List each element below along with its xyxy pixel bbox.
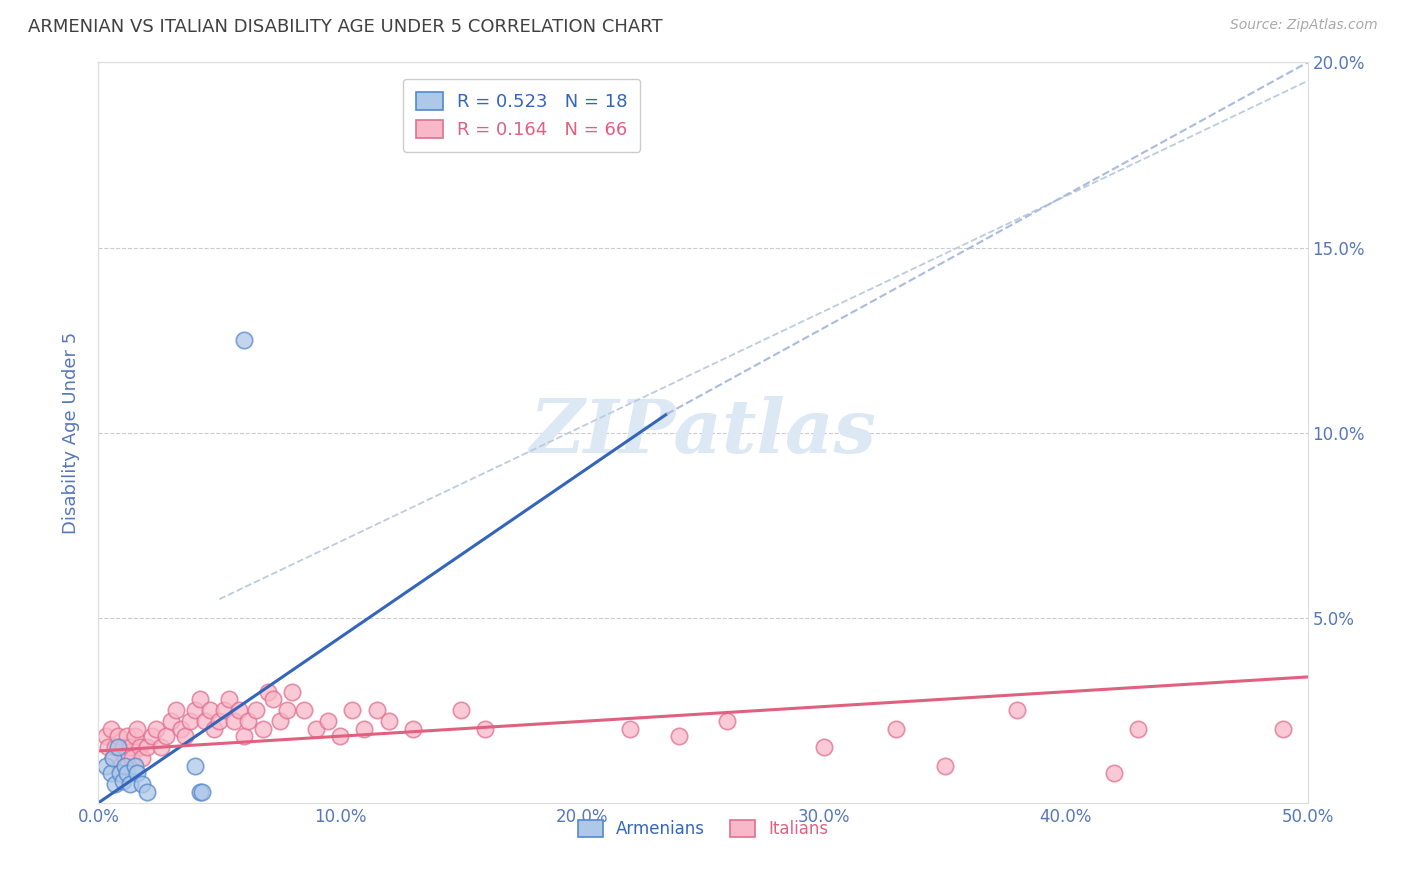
Point [111,773,134,788]
Point [813,740,835,755]
Point [104,777,127,791]
Point [204,722,226,736]
Point [238,714,260,729]
Point [104,740,127,755]
Point [128,740,150,755]
Point [150,740,173,755]
Point [117,766,139,780]
Point [276,703,298,717]
Point [121,751,143,765]
Text: Source: ZipAtlas.com: Source: ZipAtlas.com [1230,18,1378,32]
Point [474,722,496,736]
Point [668,729,690,743]
Point [100,722,122,736]
Point [155,729,177,743]
Point [117,729,139,743]
Point [256,685,278,699]
Point [316,714,339,729]
Point [111,740,134,755]
Point [114,751,136,765]
Point [131,751,153,765]
Point [127,766,149,780]
Point [208,714,231,729]
Point [165,703,187,717]
Point [329,729,352,743]
Point [232,729,254,743]
Point [198,703,221,717]
Point [353,722,375,736]
Point [108,766,131,780]
Point [245,703,267,717]
Point [184,703,207,717]
Point [1102,766,1125,780]
Point [101,751,124,765]
Legend: Armenians, Italians: Armenians, Italians [567,808,839,850]
Point [118,740,141,755]
Point [716,714,738,729]
Point [1272,722,1295,736]
Point [212,703,235,717]
Point [342,703,364,717]
Point [145,722,167,736]
Point [269,714,291,729]
Point [97,740,120,755]
Point [100,766,122,780]
Point [131,777,153,791]
Point [1128,722,1150,736]
Point [188,692,211,706]
Point [292,703,315,717]
Point [135,785,157,799]
Point [450,703,472,717]
Point [124,758,146,772]
Point [218,692,240,706]
Point [108,758,131,772]
Point [118,777,141,791]
Point [94,729,117,743]
Point [377,714,399,729]
Point [619,722,641,736]
Point [127,722,149,736]
Point [160,714,183,729]
Point [934,758,956,772]
Point [402,722,425,736]
Point [262,692,284,706]
Point [101,751,124,765]
Text: ARMENIAN VS ITALIAN DISABILITY AGE UNDER 5 CORRELATION CHART: ARMENIAN VS ITALIAN DISABILITY AGE UNDER… [28,18,662,36]
Point [1007,703,1029,717]
Text: ZIPatlas: ZIPatlas [530,396,876,469]
Point [179,714,201,729]
Point [188,785,211,799]
Point [366,703,388,717]
Point [184,758,207,772]
Point [107,729,129,743]
Point [232,333,254,347]
Point [228,703,250,717]
Point [141,729,163,743]
Point [222,714,245,729]
Point [252,722,274,736]
Point [94,758,117,772]
Point [114,758,136,772]
Point [886,722,908,736]
Point [191,785,214,799]
Point [169,722,191,736]
Point [107,740,129,755]
Point [124,729,146,743]
Point [305,722,328,736]
Y-axis label: Disability Age Under 5: Disability Age Under 5 [62,332,80,533]
Point [194,714,217,729]
Point [174,729,197,743]
Point [281,685,304,699]
Point [135,740,157,755]
